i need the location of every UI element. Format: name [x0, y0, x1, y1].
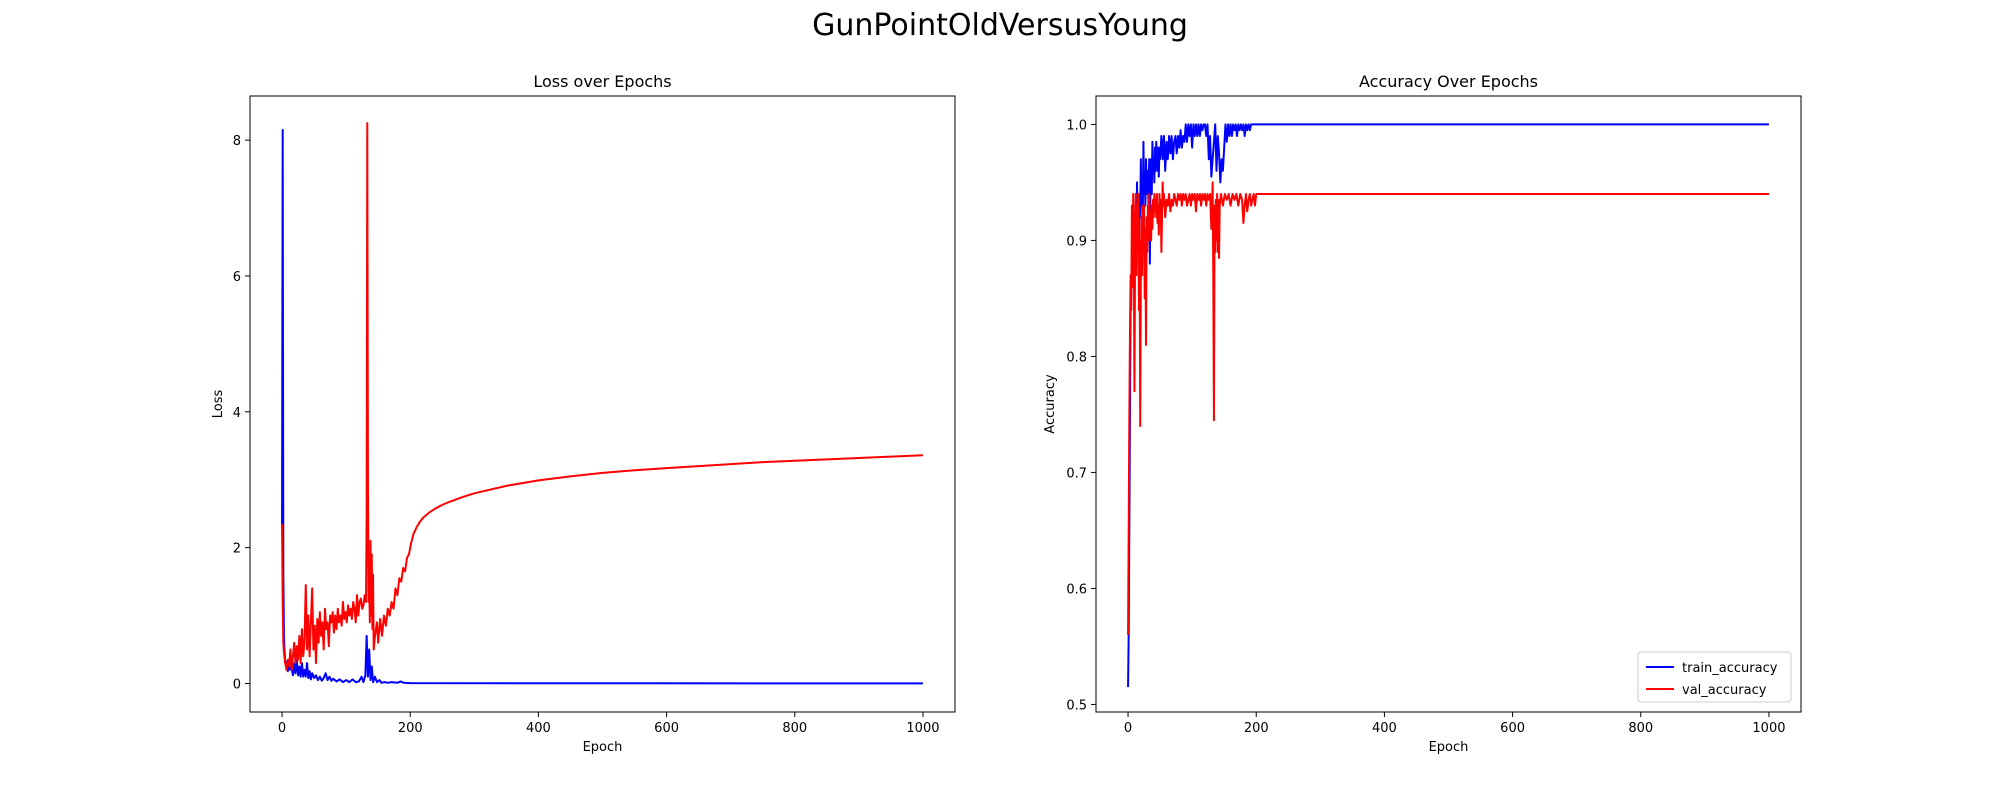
accuracy-y-axis-label: Accuracy: [1043, 374, 1058, 434]
accuracy-x-tick-label: 200: [1244, 721, 1269, 736]
loss-x-tick-label: 200: [398, 721, 423, 736]
loss-y-tick-label: 0: [233, 677, 241, 692]
loss-x-axis-label: Epoch: [583, 740, 623, 755]
loss-y-tick-label: 4: [233, 406, 241, 421]
train-accuracy-line: [1127, 123, 1769, 688]
legend-label-train-accuracy: train_accuracy: [1682, 661, 1778, 676]
accuracy-x-tick-label: 600: [1500, 721, 1525, 736]
legend: train_accuracy val_accuracy: [1637, 651, 1792, 703]
loss-x-tick-label: 0: [278, 721, 286, 736]
accuracy-y-tick-label: 0.5: [1066, 698, 1087, 713]
figure-title: GunPointOldVersusYoung: [812, 8, 1188, 43]
accuracy-chart: Accuracy Over Epochs Epoch Accuracy 0 200 400…: [1043, 72, 1802, 755]
legend-box: [1637, 651, 1792, 703]
loss-y-tick-label: 2: [233, 542, 241, 557]
accuracy-y-tick-label: 1.0: [1066, 118, 1087, 133]
loss-plot-frame: [249, 95, 956, 713]
val-accuracy-line: [1127, 181, 1769, 635]
accuracy-x-tick-label: 400: [1372, 721, 1397, 736]
loss-chart: Loss over Epochs Epoch Loss 0 200 400 600 800 10…: [211, 72, 956, 755]
loss-x-tick-label: 1000: [906, 721, 939, 736]
loss-x-tick-label: 600: [654, 721, 679, 736]
accuracy-x-tick-label: 800: [1628, 721, 1653, 736]
loss-y-tick-label: 6: [233, 270, 241, 285]
accuracy-y-tick-label: 0.9: [1066, 234, 1087, 249]
accuracy-plot-frame: [1095, 95, 1802, 713]
accuracy-y-tick-label: 0.8: [1066, 350, 1087, 365]
loss-chart-title: Loss over Epochs: [533, 72, 671, 91]
loss-y-tick-label: 8: [233, 134, 241, 149]
loss-x-tick-label: 400: [526, 721, 551, 736]
loss-series-2-line: [281, 122, 923, 671]
accuracy-x-tick-label: 1000: [1752, 721, 1785, 736]
accuracy-x-tick-label: 0: [1124, 721, 1132, 736]
accuracy-y-tick-label: 0.7: [1066, 466, 1087, 481]
accuracy-chart-title: Accuracy Over Epochs: [1359, 72, 1538, 91]
legend-label-val-accuracy: val_accuracy: [1682, 683, 1767, 698]
loss-x-tick-label: 800: [782, 721, 807, 736]
loss-series-1-line: [281, 128, 923, 685]
accuracy-x-axis-label: Epoch: [1429, 740, 1469, 755]
accuracy-y-tick-label: 0.6: [1066, 582, 1087, 597]
loss-y-axis-label: Loss: [211, 390, 226, 419]
